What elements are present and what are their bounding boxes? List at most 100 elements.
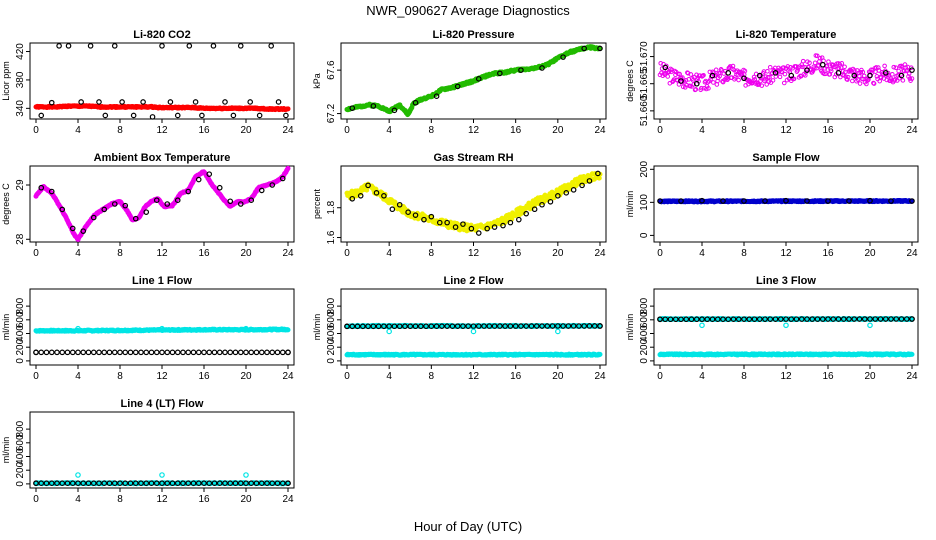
data-point — [665, 74, 671, 79]
x-tick-label: 24 — [282, 125, 294, 136]
x-tick-label: 8 — [117, 125, 123, 136]
average-point — [101, 349, 108, 356]
x-tick-label: 16 — [822, 371, 834, 382]
y-tick-label: 800 — [15, 297, 26, 314]
series-flow — [344, 351, 603, 358]
average-point — [283, 112, 289, 119]
x-tick-label: 0 — [657, 248, 663, 259]
average-point — [174, 112, 181, 119]
average-point — [90, 349, 97, 356]
average-point — [269, 349, 276, 356]
average-point — [258, 349, 265, 356]
average-point — [185, 349, 192, 356]
average-point — [693, 80, 700, 87]
y-tick-label: 800 — [639, 297, 650, 314]
average-point — [127, 349, 134, 356]
data-point — [826, 59, 831, 64]
panel-title: Line 3 Flow — [756, 275, 816, 287]
x-tick-label: 12 — [156, 125, 168, 136]
data-point — [285, 106, 291, 112]
average-point — [389, 206, 396, 213]
average-point — [111, 43, 118, 49]
average-point — [201, 349, 207, 356]
panel-title: Line 4 (LT) Flow — [121, 398, 204, 410]
x-tick-label: 24 — [594, 125, 606, 136]
average-point — [497, 70, 503, 77]
data-point — [666, 69, 671, 75]
data-point — [890, 72, 895, 77]
series-temperature — [657, 53, 915, 93]
data-point — [701, 72, 706, 78]
y-axis-label: percent — [312, 188, 322, 219]
x-tick-label: 4 — [699, 125, 705, 136]
average-point — [185, 188, 192, 195]
average-point — [741, 75, 747, 82]
data-point — [909, 76, 915, 81]
panel-title: Gas Stream RH — [433, 152, 513, 164]
average-point — [80, 349, 87, 356]
average-point — [78, 99, 84, 105]
data-point — [850, 78, 855, 84]
average-point — [48, 349, 55, 356]
average-point — [48, 99, 55, 106]
average-point — [237, 43, 244, 49]
x-tick-label: 8 — [117, 371, 123, 382]
x-tick-label: 24 — [282, 371, 294, 382]
average-point — [909, 67, 915, 73]
y-tick-label: 0 — [639, 232, 650, 238]
data-point — [777, 74, 783, 80]
data-point — [767, 64, 773, 70]
figure-title: NWR_090627 Average Diagnostics — [366, 3, 570, 18]
average-point — [122, 349, 129, 356]
average-point — [43, 349, 50, 356]
data-point — [873, 65, 879, 70]
data-point — [791, 76, 797, 82]
average-point — [237, 201, 244, 207]
series-averages — [38, 171, 286, 234]
x-tick-label: 0 — [33, 125, 39, 136]
average-point — [232, 349, 239, 356]
x-tick-label: 0 — [33, 494, 39, 505]
x-tick-label: 24 — [594, 371, 606, 382]
average-point — [581, 45, 587, 52]
spike-point — [386, 328, 392, 335]
average-point — [867, 72, 873, 79]
data-point — [693, 87, 699, 92]
average-point — [111, 349, 118, 356]
y-axis-label: ml/min — [625, 314, 635, 341]
average-point — [391, 107, 398, 114]
spike-point — [783, 322, 789, 329]
data-point — [871, 81, 877, 86]
average-point — [222, 99, 228, 105]
x-tick-label: 0 — [657, 125, 663, 136]
y-tick-label: 51.660 — [639, 95, 650, 126]
average-point — [199, 112, 205, 119]
x-tick-label: 8 — [429, 125, 435, 136]
y-tick-label: 51.665 — [639, 68, 650, 99]
data-point — [845, 77, 850, 82]
average-point — [164, 201, 171, 207]
average-point — [882, 70, 889, 76]
data-point — [907, 76, 913, 81]
average-point — [772, 70, 779, 76]
average-point — [153, 349, 160, 356]
x-tick-label: 0 — [344, 248, 350, 259]
x-tick-label: 16 — [510, 371, 522, 382]
panel-title: Line 2 Flow — [444, 275, 504, 287]
average-point — [85, 349, 92, 356]
average-point — [412, 99, 419, 106]
data-point — [857, 81, 863, 86]
spike-point — [470, 328, 477, 335]
average-point — [230, 112, 237, 119]
spike-point — [243, 472, 249, 478]
y-tick-label: 800 — [326, 297, 337, 314]
x-tick-label: 12 — [780, 371, 792, 382]
average-point — [851, 72, 858, 79]
average-point — [119, 99, 125, 105]
data-point — [857, 73, 862, 79]
average-point — [180, 349, 186, 356]
